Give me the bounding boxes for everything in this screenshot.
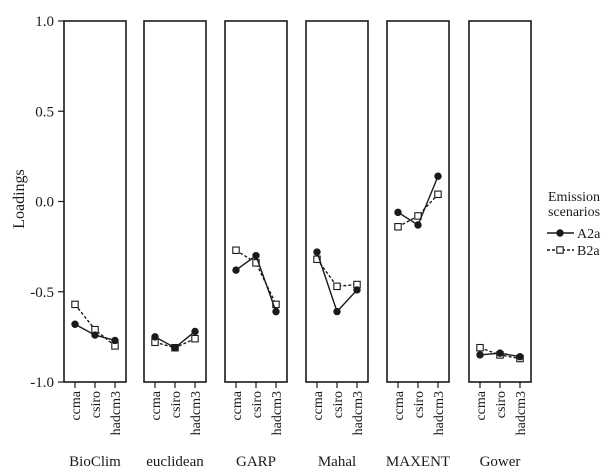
panel-garp: ccma csiro hadcm3 GARP [224,20,288,469]
x-tick-label: hadcm3 [351,391,366,435]
marker-A2a [556,229,564,237]
x-tick-label: hadcm3 [514,391,529,435]
marker-B2a [434,190,442,199]
marker-A2a [71,320,79,328]
x-tick-label: hadcm3 [270,391,285,435]
marker-A2a [111,336,119,345]
panel-frame [224,20,288,383]
panel-maxent: ccma csiro hadcm3 MAXENT [386,20,450,469]
marker-B2a [191,334,199,343]
series-line-A2a [316,251,358,313]
y-tick-label: -1.0 [30,375,54,391]
marker-A2a [252,251,260,260]
panel-label: euclidean [146,454,204,469]
marker-A2a [272,307,280,316]
panel-mahal: ccma csiro hadcm3 Mahal [305,20,369,469]
series-line-B2a [235,249,277,305]
y-tick-label: 0.5 [35,104,54,120]
legend-label-A2a: A2a [577,227,601,242]
x-tick-label: ccma [474,390,489,420]
panel-frame [386,20,450,383]
x-tick-label: csiro [169,391,184,418]
panel-label: BioClim [69,454,121,469]
x-tick-label: ccma [149,390,164,420]
marker-A2a [414,221,422,229]
marker-B2a [394,223,402,231]
y-axis-label: Loadings [11,169,28,229]
legend-label-B2a: B2a [577,244,600,259]
marker-B2a [313,255,321,264]
x-tick-label: hadcm3 [189,391,204,435]
marker-A2a [394,208,402,217]
x-tick-label: ccma [230,390,245,420]
panel-label: GARP [236,454,276,469]
y-axis-ticks: 1.0 0.5 0.0 -0.5 -1.0 [30,14,64,391]
x-tick-label: csiro [89,391,104,418]
y-tick-label: 0.0 [35,195,54,211]
marker-A2a [171,344,179,352]
legend-title: scenarios [548,205,600,220]
marker-A2a [476,351,484,359]
marker-B2a [556,246,564,254]
panels: ccma csiro hadcm3 BioClim ccma csiro hadcm3 euc… [63,20,532,469]
x-tick-label: ccma [69,390,84,420]
x-tick-label: csiro [494,391,509,418]
marker-A2a [191,327,199,336]
panel-label: Mahal [318,454,356,469]
marker-A2a [496,349,504,357]
marker-B2a [476,343,484,352]
panel-label: Gower [480,454,521,469]
panel-euclidean: ccma csiro hadcm3 euclidean [143,20,207,469]
x-tick-label: ccma [311,390,326,420]
marker-A2a [333,307,341,316]
panel-bioclim: ccma csiro hadcm3 BioClim [63,20,127,469]
x-tick-label: hadcm3 [109,391,124,435]
series-line-B2a [316,258,358,288]
y-tick-label: -0.5 [30,285,54,301]
x-tick-label: ccma [392,390,407,420]
x-tick-label: hadcm3 [432,391,447,435]
marker-B2a [333,282,341,291]
series-line-B2a [74,303,116,347]
marker-A2a [353,286,361,294]
x-tick-label: csiro [250,391,265,418]
marker-A2a [151,333,159,341]
marker-B2a [232,246,240,254]
panel-label: MAXENT [386,454,450,469]
panel-frame [143,20,207,383]
marker-A2a [434,172,442,180]
marker-A2a [516,353,524,361]
marker-B2a [71,300,79,309]
panel-frame [305,20,369,383]
panel-frame [468,20,532,383]
marker-A2a [232,266,240,274]
panel-gower: ccma csiro hadcm3 Gower [468,20,532,469]
x-tick-label: csiro [331,391,346,418]
marker-A2a [313,248,321,256]
legend-title: Emission [548,190,600,205]
x-tick-label: csiro [412,391,427,418]
marker-A2a [91,331,99,339]
y-tick-label: 1.0 [35,14,54,30]
